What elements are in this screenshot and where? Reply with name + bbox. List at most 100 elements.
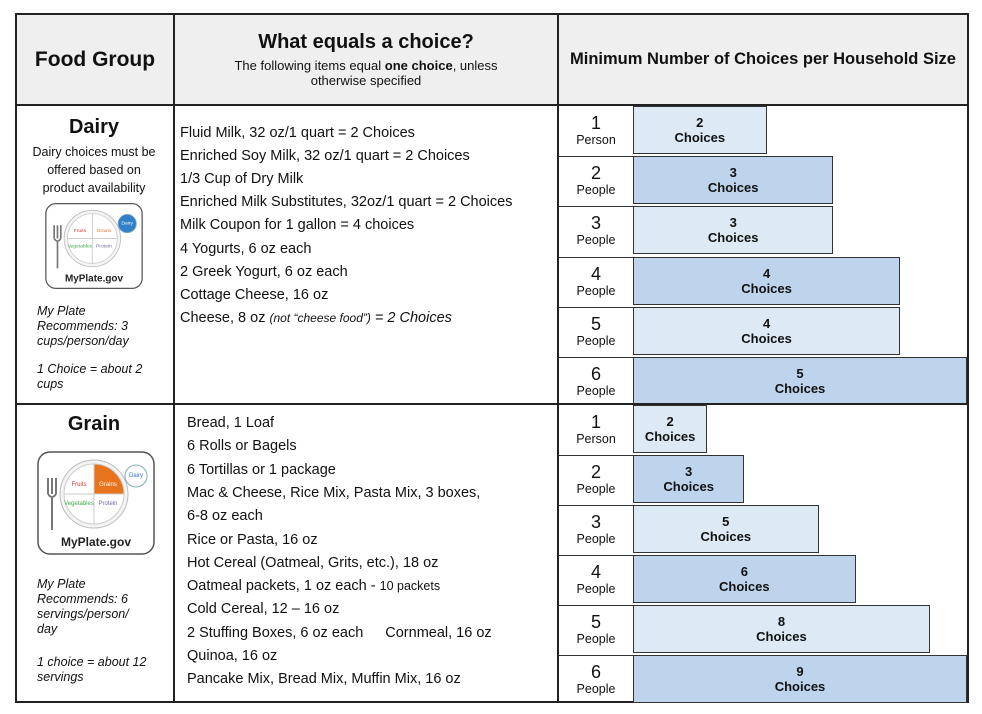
plate-label: Protein (98, 501, 117, 507)
item: Milk Coupon for 1 gallon = 4 choices (180, 215, 414, 235)
choice-bar: 9 Choices (633, 655, 967, 703)
size-unit: People (576, 482, 616, 496)
fruits-quadrant (67, 213, 93, 239)
item: Mac & Cheese, Rice Mix, Pasta Mix, 3 box… (187, 483, 480, 503)
header-subtitle: The following items equal one choice, un… (206, 58, 526, 88)
item: Hot Cereal (Oatmeal, Grits, etc.), 18 oz (187, 553, 438, 573)
choice-label: Choices (707, 230, 759, 246)
item-part: Cold Cereal, 12 – 16 oz (187, 601, 340, 618)
size-cell: 6 People (559, 356, 633, 405)
size-cell: 5 People (559, 306, 633, 355)
recommend: My Plate Recommends: 3 cups/person/day (37, 304, 129, 348)
subtitle-bold: one choice (384, 58, 453, 73)
choice-count: 5 (796, 365, 804, 381)
item-part: Cornmeal, 16 oz (385, 624, 492, 641)
dairy-cup (117, 214, 137, 234)
choice-count: 5 (722, 514, 730, 529)
size-cell: 1 Person (559, 405, 633, 453)
item-part: Mac & Cheese, Rice Mix, Pasta Mix, 3 box… (187, 484, 481, 501)
dairy-cup (124, 464, 148, 488)
choice-count: 4 (762, 315, 771, 331)
item: 6 Rolls or Bagels (187, 436, 297, 456)
choice-bar: 2 Choices (633, 405, 708, 453)
item-part: = 2 Choices (370, 309, 452, 326)
size-cell: 4 People (559, 256, 633, 305)
choice-bar: 5 Choices (633, 505, 819, 553)
item-part: 1/3 Cup of Dry Milk (180, 171, 304, 188)
choice-bar: 2 Choices (633, 106, 767, 155)
size-number: 3 (590, 213, 601, 234)
fork (53, 225, 62, 269)
choice-bar: 3 Choices (633, 206, 834, 255)
header-food-group: Food Group (15, 13, 175, 106)
choice-bar: 5 Choices (633, 356, 967, 405)
item: 6-8 oz each (187, 506, 263, 526)
choice-bar: 3 Choices (633, 455, 745, 503)
item: Oatmeal packets, 1 oz each - 10 packets (187, 576, 440, 596)
equivalent: 1 choice = about 12 servings (37, 655, 147, 684)
plate-label: Vegetables (68, 244, 93, 250)
size-cell: 3 People (559, 505, 633, 553)
choice-label: Choices (663, 479, 714, 494)
plate-label: Fruits (72, 482, 87, 488)
fork (47, 478, 57, 530)
item: 6 Tortillas or 1 package (187, 460, 336, 480)
item: Bread, 1 Loaf (187, 413, 274, 433)
size-unit: People (576, 632, 616, 646)
plate-label: Grains (97, 228, 112, 234)
item-part: Quinoa, 16 oz (187, 648, 278, 664)
size-unit: Person (576, 132, 616, 147)
item-part: 4 Yogurts, 6 oz each (180, 240, 312, 257)
item-part: (not “cheese food”) (269, 310, 371, 325)
plate-label: Fruits (74, 228, 87, 234)
item-part: Enriched Milk Substitutes, 32oz/1 quart … (180, 194, 513, 211)
item: Enriched Soy Milk, 32 oz/1 quart = 2 Cho… (180, 146, 470, 166)
size-unit: People (576, 582, 616, 596)
item-part: 10 packets (379, 579, 441, 594)
size-number: 6 (590, 363, 601, 384)
choice-count: 2 (696, 115, 704, 131)
grains-quadrant (93, 463, 125, 495)
choice-bar: 4 Choices (633, 256, 901, 305)
item-part: 6 Tortillas or 1 package (187, 461, 336, 478)
choice-bar: 3 Choices (633, 156, 834, 205)
size-unit: People (576, 233, 616, 248)
choice-label: Choices (719, 579, 770, 594)
item: 2 Stuffing Boxes, 6 oz each Cornmeal, 16 … (187, 623, 492, 643)
protein-quadrant (91, 238, 118, 264)
size-unit: Person (576, 431, 616, 446)
item: Pancake Mix, Bread Mix, Muffin Mix, 16 o… (187, 669, 461, 689)
plate-label: Dairy (129, 473, 143, 479)
fruits-quadrant (63, 463, 95, 495)
item-part: Cheese, 8 oz (180, 309, 270, 326)
choice-label: Choices (756, 629, 807, 644)
item: 4 Yogurts, 6 oz each (180, 239, 311, 259)
item-part: Rice or Pasta, 16 oz (187, 531, 318, 548)
choice-count: 4 (762, 265, 771, 281)
size-cell: 4 People (559, 555, 633, 603)
plate-label: Vegetables (64, 501, 94, 507)
grains-quadrant (91, 213, 118, 239)
item: Cold Cereal, 12 – 16 oz (187, 599, 339, 619)
size-cell: 1 Person (559, 106, 633, 154)
item-part: Pancake Mix, Bread Mix, Muffin Mix, 16 o… (187, 671, 461, 688)
item: Quinoa, 16 oz (187, 646, 277, 666)
item-part: 6 Rolls or Bagels (187, 438, 297, 455)
size-cell: 2 People (559, 455, 633, 503)
group-name: Grain (67, 413, 121, 435)
myplate-icon: Fruits Grains Vegetables Protein Dairy MyPlat… (37, 451, 155, 555)
size-number: 4 (590, 562, 601, 582)
size-unit: People (576, 333, 616, 348)
group-name: Dairy (68, 116, 120, 138)
subtitle-part: The following items equal (234, 58, 385, 73)
item-part: Fluid Milk, 32 oz/1 quart = 2 Choices (180, 125, 415, 141)
plate-site: MyPlate.gov (61, 535, 131, 549)
choice-label: Choices (707, 180, 759, 196)
choice-label: Choices (674, 130, 726, 146)
item-part: 2 Greek Yogurt, 6 oz each (180, 263, 348, 280)
size-number: 5 (590, 612, 601, 632)
header-title: What equals a choice? (258, 31, 474, 53)
choice-count: 6 (740, 564, 748, 579)
choice-bar: 6 Choices (633, 555, 856, 603)
